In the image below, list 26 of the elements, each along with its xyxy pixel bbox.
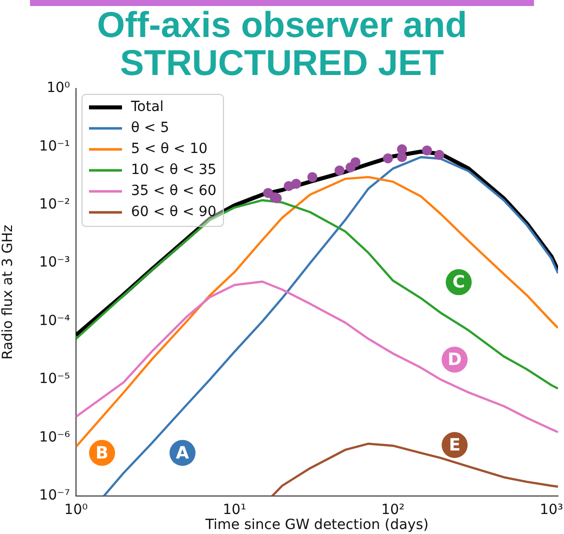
- y-tick-label: 10⁻⁵: [39, 371, 70, 388]
- legend-label: θ < 5: [131, 120, 170, 136]
- legend-label: 60 < θ < 90: [131, 204, 216, 220]
- legend-label: Total: [130, 99, 164, 116]
- legend-label: 10 < θ < 35: [131, 162, 216, 178]
- y-tick-label: 10⁻⁷: [39, 488, 70, 504]
- y-tick-label: 10⁻²: [39, 196, 70, 212]
- y-tick-label: 10⁰: [46, 80, 70, 96]
- x-axis-title: Time since GW detection (days): [204, 517, 429, 534]
- y-tick-label: 10⁻¹: [39, 138, 70, 154]
- annotation: A: [176, 443, 190, 464]
- chart-title: Off-axis observer and STRUCTURED JET: [96, 4, 468, 83]
- annotation: E: [448, 435, 460, 456]
- x-tick-label: 10²: [381, 502, 405, 518]
- x-tick-label: 10⁰: [64, 502, 88, 518]
- annotation: D: [448, 350, 462, 370]
- y-tick-label: 10⁻³: [39, 254, 70, 271]
- y-tick-label: 10⁻⁶: [39, 429, 70, 446]
- x-tick-label: 10¹: [222, 502, 246, 518]
- annotation: C: [452, 272, 465, 293]
- legend-label: 35 < θ < 60: [131, 183, 216, 200]
- y-tick-label: 10⁻⁴: [39, 312, 70, 329]
- x-tick-label: 10³: [540, 502, 564, 518]
- annotation: B: [96, 443, 109, 464]
- y-axis-title: Radio flux at 3 GHz: [0, 224, 16, 360]
- legend-label: 5 < θ < 10: [131, 141, 208, 158]
